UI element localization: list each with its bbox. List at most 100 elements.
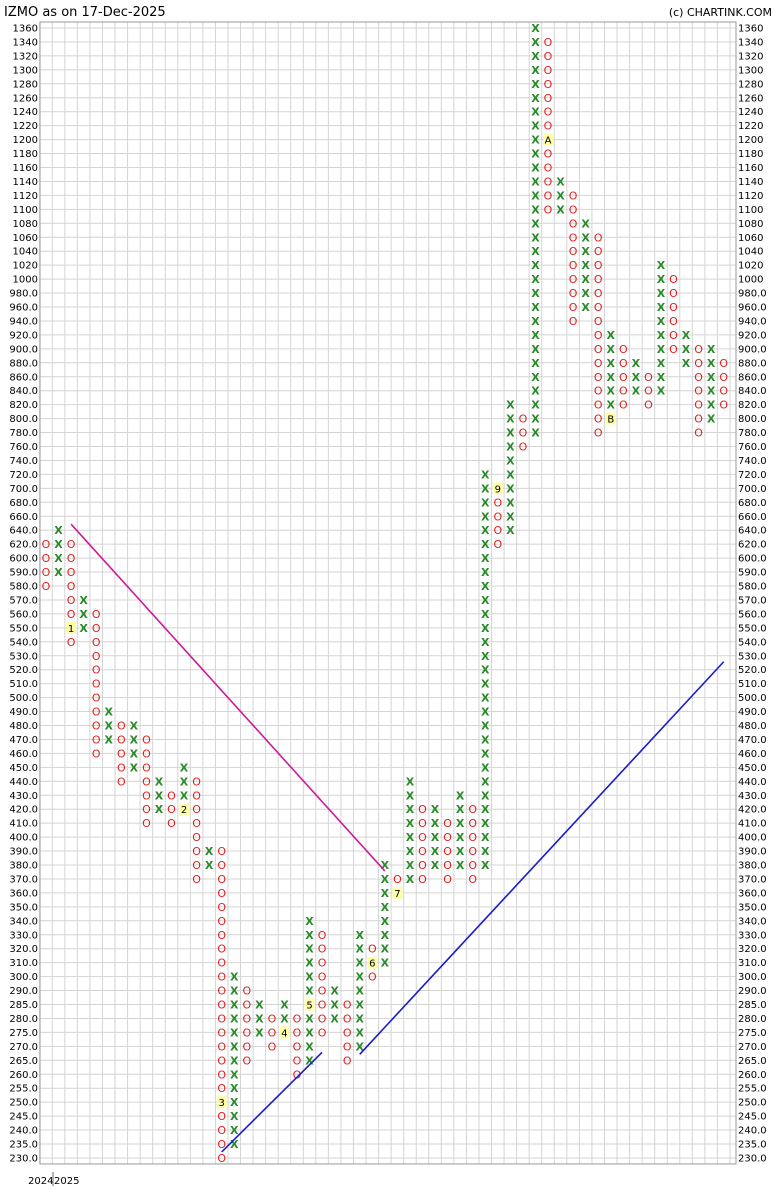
o-box: O [418, 845, 427, 858]
x-box: X [456, 845, 465, 858]
x-box: X [707, 343, 716, 356]
o-box: O [242, 999, 251, 1012]
x-box: X [481, 831, 490, 844]
x-box: X [556, 203, 565, 216]
x-box: X [531, 399, 540, 412]
resistance-line [70, 523, 386, 872]
x-box: X [657, 273, 666, 286]
o-box: O [92, 636, 101, 649]
o-box: O [92, 747, 101, 760]
x-box: X [506, 524, 515, 537]
x-box: X [305, 985, 314, 998]
o-box: O [544, 120, 553, 133]
y-tick-right: 320.0 [738, 944, 767, 955]
o-box: O [92, 692, 101, 705]
o-box: O [493, 524, 502, 537]
x-box: X [481, 720, 490, 733]
o-box: O [217, 999, 226, 1012]
x-box: X [481, 650, 490, 663]
x-box: X [381, 887, 390, 900]
x-box: X [305, 929, 314, 942]
x-box: X [481, 496, 490, 509]
y-tick-right: 980.0 [738, 289, 767, 300]
o-box: O [242, 1040, 251, 1053]
x-box: X [506, 496, 515, 509]
o-box: O [569, 287, 578, 300]
y-tick-left: 290.0 [9, 986, 38, 997]
x-box: X [79, 608, 88, 621]
o-box: O [242, 1054, 251, 1067]
y-tick-right: 370.0 [738, 874, 767, 885]
y-tick-right: 570.0 [738, 595, 767, 606]
o-box: O [318, 1012, 327, 1025]
x-box: X [356, 1012, 365, 1025]
o-box: O [117, 775, 126, 788]
x-box: X [230, 1096, 239, 1109]
o-box: O [694, 371, 703, 384]
x-box: X [531, 287, 540, 300]
x-axis: 2024 2025 [28, 1172, 79, 1187]
o-box: O [293, 1026, 302, 1039]
o-box: O [669, 287, 678, 300]
x-box: X [481, 622, 490, 635]
y-tick-left: 1280 [13, 79, 38, 90]
y-tick-right: 600.0 [738, 554, 767, 565]
y-tick-right: 1000 [738, 275, 763, 286]
x-box: X [155, 775, 164, 788]
y-tick-left: 620.0 [9, 540, 38, 551]
x-box: X [330, 999, 339, 1012]
x-box: X [406, 775, 415, 788]
x-box: X [356, 999, 365, 1012]
x-box: X [255, 1026, 264, 1039]
x-box: X [657, 371, 666, 384]
x-box: X [230, 1040, 239, 1053]
y-tick-right: 1040 [738, 247, 763, 258]
x-box: X [330, 1012, 339, 1025]
x-box: X [230, 999, 239, 1012]
x-box: X [481, 594, 490, 607]
o-box: O [142, 789, 151, 802]
o-box: O [318, 929, 327, 942]
o-box: O [443, 831, 452, 844]
y-tick-right: 1340 [738, 37, 763, 48]
x-box: X [531, 273, 540, 286]
y-tick-left: 370.0 [9, 874, 38, 885]
o-box: O [594, 287, 603, 300]
o-box: O [217, 859, 226, 872]
o-box: O [67, 566, 76, 579]
y-tick-right: 1320 [738, 51, 763, 62]
o-box: O [318, 999, 327, 1012]
o-box: O [142, 775, 151, 788]
x-box: X [356, 971, 365, 984]
y-tick-left: 1080 [13, 219, 38, 230]
y-tick-right: 540.0 [738, 637, 767, 648]
month-marker: 9 [495, 484, 501, 495]
y-tick-left: 285.0 [9, 1000, 38, 1011]
x-box: X [305, 1040, 314, 1053]
x-box: X [54, 566, 63, 579]
o-box: O [443, 859, 452, 872]
o-box: O [694, 427, 703, 440]
y-tick-right: 840.0 [738, 386, 767, 397]
y-tick-right: 300.0 [738, 972, 767, 983]
x-box: X [657, 329, 666, 342]
o-box: O [343, 1040, 352, 1053]
y-tick-left: 560.0 [9, 609, 38, 620]
o-box: O [619, 371, 628, 384]
month-marker-bg [492, 482, 503, 495]
y-tick-left: 1100 [13, 205, 38, 216]
o-box: O [468, 831, 477, 844]
y-tick-left: 245.0 [9, 1112, 38, 1123]
o-box: O [167, 817, 176, 830]
x-box: X [506, 454, 515, 467]
o-box: O [594, 413, 603, 426]
o-box: O [117, 761, 126, 774]
x-box: X [481, 845, 490, 858]
x-box: X [607, 371, 616, 384]
x-box: X [657, 287, 666, 300]
y-tick-left: 350.0 [9, 902, 38, 913]
month-marker: 6 [369, 959, 375, 970]
x-box: X [531, 203, 540, 216]
y-tick-left: 1160 [13, 163, 38, 174]
y-tick-right: 580.0 [738, 582, 767, 593]
